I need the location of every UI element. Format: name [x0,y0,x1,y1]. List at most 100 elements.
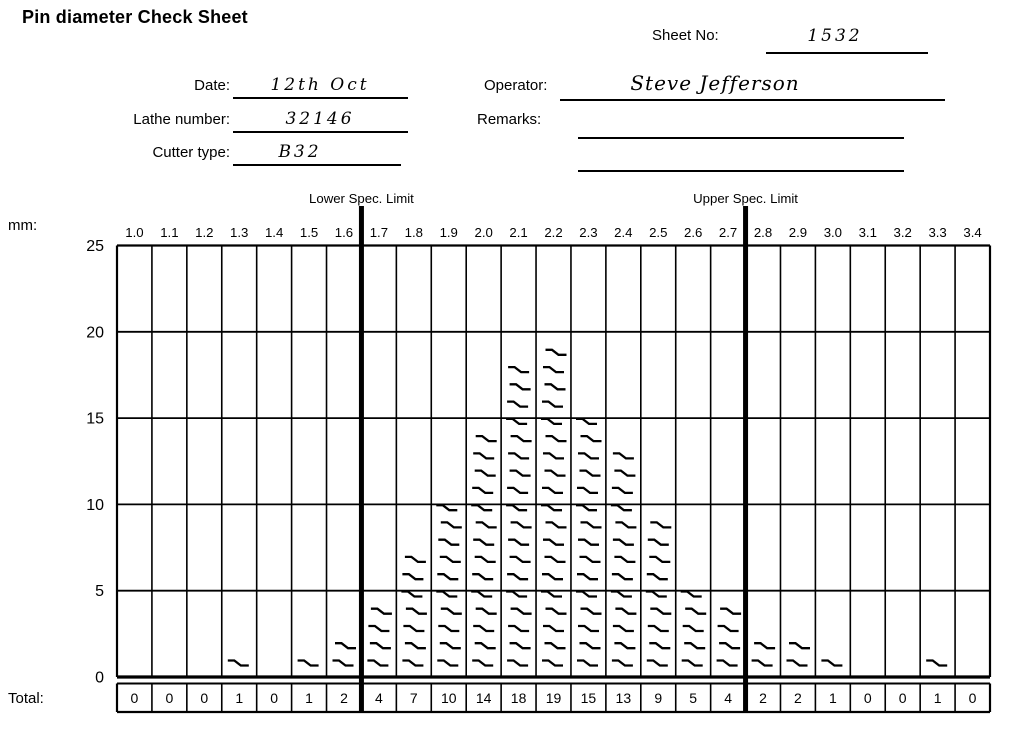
tally-mark [473,538,495,546]
tally-mark [543,624,564,633]
tally-mark [580,607,602,615]
tally-mark [508,624,530,633]
cutter-type-line [233,164,401,166]
total-value: 14 [476,690,492,706]
total-value: 1 [934,690,942,706]
tally-mark [650,607,672,615]
x-tick-label: 2.1 [509,225,527,240]
tally-mark [544,383,566,391]
tally-mark [611,573,633,581]
total-value: 0 [165,690,173,706]
tally-mark [541,590,562,598]
x-tick-label: 3.1 [859,225,877,240]
lathe-number-value: 32146 [285,109,355,129]
x-tick-label: 1.8 [405,225,423,240]
x-tick-label: 2.6 [684,225,702,240]
remarks-label: Remarks: [477,111,542,128]
tally-mark [684,642,706,650]
x-tick-label: 3.4 [963,225,981,240]
tally-mark [543,365,564,374]
tally-mark [615,607,637,615]
tally-mark [506,590,528,598]
tally-mark [475,607,497,615]
tally-mark [507,659,529,667]
tally-mark [576,417,597,426]
tally-mark [545,434,567,443]
tally-mark [720,607,742,615]
tally-mark [649,642,671,650]
tally-mark [367,659,389,667]
tally-mark [368,624,390,633]
tally-mark [542,659,563,667]
x-tick-label: 1.5 [300,225,318,240]
y-tick-label: 10 [86,497,104,514]
tally-mark [786,659,808,667]
operator-label: Operator: [484,77,548,94]
x-tick-label: 1.0 [125,225,143,240]
cutter-type-label: Cutter type: [152,144,230,161]
total-value: 4 [375,690,383,706]
tally-mark [507,573,529,581]
tally-mark [402,573,424,581]
tally-mark [789,642,810,650]
total-value: 1 [829,690,837,706]
tally-mark [580,521,602,529]
total-value: 19 [546,690,562,706]
tally-mark [614,555,636,564]
tally-mark [402,659,424,667]
tally-mark [506,417,528,426]
tally-mark [509,383,531,391]
x-tick-label: 1.4 [265,225,283,240]
total-value: 0 [270,690,278,706]
tally-mark [926,659,948,667]
tally-mark [332,659,354,667]
tally-mark [474,642,496,650]
tally-mark [544,642,566,650]
tally-mark [576,590,597,598]
tally-mark [541,417,562,426]
tally-mark [510,434,532,443]
x-tick-label: 2.8 [754,225,772,240]
total-value: 10 [441,690,457,706]
total-value: 15 [581,690,597,706]
x-tick-label: 1.3 [230,225,248,240]
tally-mark [645,590,667,598]
tally-mark [510,521,532,529]
tally-mark [472,573,494,581]
tally-mark [509,555,531,564]
operator-line [560,99,945,101]
sheet-no-line [766,52,928,54]
total-value: 4 [724,690,732,706]
tally-mark [438,538,460,546]
cutter-type-value: B32 [278,142,322,162]
tally-mark [403,624,425,633]
x-tick-label: 1.7 [370,225,388,240]
x-tick-label: 2.4 [614,225,632,240]
tally-mark [508,365,530,374]
tally-mark [719,642,741,650]
tally-mark [578,624,599,633]
tally-mark [542,486,563,495]
tally-mark [543,452,564,460]
tally-mark [545,348,567,356]
y-tick-label: 0 [95,670,104,687]
tally-mark [369,642,391,650]
tally-mark [474,555,496,564]
tally-mark [682,624,704,633]
tally-mark [507,486,529,495]
tally-mark [440,521,462,529]
lathe-number-line [233,131,408,133]
lower-spec-label: Lower Spec. Limit [309,191,414,206]
x-tick-label: 2.5 [649,225,667,240]
x-tick-label: 3.3 [928,225,946,240]
sheet-no-label: Sheet No: [652,27,719,44]
tally-mark [544,555,566,564]
total-value: 2 [759,690,767,706]
tally-mark [438,624,460,633]
remarks-line-1 [578,137,904,139]
tally-mark [507,400,529,408]
tally-mark [647,538,669,546]
tally-mark [580,434,602,443]
tally-mark [646,659,668,667]
